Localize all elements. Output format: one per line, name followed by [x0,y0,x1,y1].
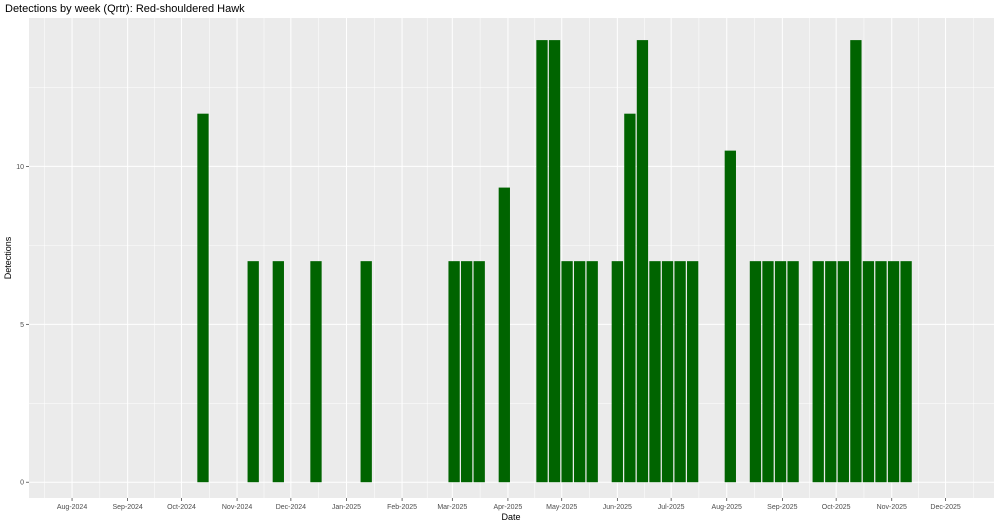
bar [850,40,862,483]
bar [448,261,460,483]
bar [574,261,586,483]
bar [862,261,875,483]
bar [900,261,912,483]
bar [674,261,686,483]
y-tick-label: 10 [16,164,24,171]
x-tick-label: Jan-2025 [332,504,361,511]
plot-panel [29,18,994,498]
bar [837,261,849,483]
x-tick-label: Dec-2025 [930,504,960,511]
bar [687,261,699,483]
bar [825,261,837,483]
x-tick-label: Nov-2025 [877,504,907,511]
bar [473,261,485,483]
x-axis: Aug-2024 Sep-2024 Oct-2024 Nov-2024 Dec-2024… [57,498,961,511]
bar [272,261,284,483]
x-tick-label: Jul-2025 [658,504,685,511]
bar [247,261,259,483]
x-tick-label: Oct-2025 [822,504,851,511]
x-tick-label: Sep-2024 [112,504,142,511]
bar [887,261,900,483]
bar [197,113,209,483]
bar-series [197,40,912,483]
x-tick-label: Sep-2025 [767,504,797,511]
bar [661,261,674,483]
bar [875,261,887,483]
bar [724,150,736,483]
y-axis-title: Detections [3,236,13,279]
bar [536,40,548,483]
bar [749,261,762,483]
x-tick-label: Aug-2024 [57,504,87,511]
bar [812,261,824,483]
bar [611,261,623,483]
bar [498,187,510,483]
y-tick-label: 0 [20,480,24,487]
x-tick-label: Dec-2024 [276,504,306,511]
x-tick-label: Nov-2024 [222,504,252,511]
y-tick-label: 5 [20,322,24,329]
x-tick-label: Mar-2025 [437,504,467,511]
bar [787,261,799,483]
chart-title: Detections by week (Qrtr): Red-shouldere… [5,3,245,15]
bar [649,261,661,483]
bar [762,261,774,483]
x-tick-label: Jun-2025 [603,504,632,511]
x-tick-label: Oct-2024 [167,504,196,511]
bar [774,261,787,483]
x-axis-title: Date [501,512,520,522]
bar [310,261,322,483]
x-tick-label: Aug-2025 [712,504,742,511]
bar [636,40,649,483]
x-tick-label: Feb-2025 [387,504,417,511]
bar [586,261,598,483]
bar [561,261,573,483]
bar [548,40,561,483]
bar [624,113,636,483]
bar [360,261,372,483]
y-axis: 0 5 10 [16,164,29,487]
x-tick-label: Apr-2025 [494,504,523,511]
x-tick-label: May-2025 [546,504,577,511]
bar [461,261,473,483]
